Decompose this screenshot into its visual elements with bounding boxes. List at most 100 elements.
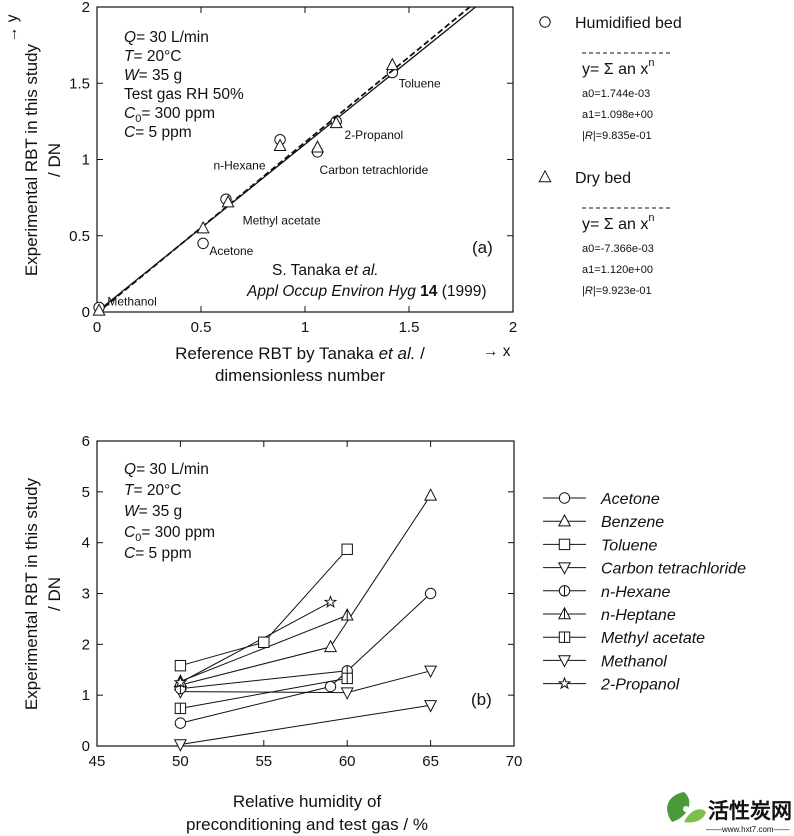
panel-a-y-tick-label: 0.5 xyxy=(69,228,90,245)
panel-a-condition-line: C0= 300 ppm xyxy=(124,105,215,125)
legend-entry: Humidified bed xyxy=(575,15,682,32)
marker-circle xyxy=(558,492,571,504)
panel-a-x-tick-label: 2 xyxy=(509,319,517,336)
panel-a-condition-line: C= 5 ppm xyxy=(124,124,192,141)
marker-triangle xyxy=(557,513,572,527)
panel-b-condition-line: C= 5 ppm xyxy=(124,545,192,562)
panel-b-x-tick-label: 55 xyxy=(255,753,272,770)
marker-triangle xyxy=(385,57,399,71)
reference-author: S. Tanaka et al. xyxy=(272,262,379,279)
panel-a-condition-line: Test gas RH 50% xyxy=(124,86,244,103)
marker-triangle-down xyxy=(340,687,354,700)
data-point-dry-bed xyxy=(92,303,106,316)
y-axis-title-line2: / DN xyxy=(45,577,64,611)
data-point-toluene xyxy=(258,636,270,648)
data-point-dry-bed xyxy=(196,220,210,234)
series-line-acetone xyxy=(180,593,431,724)
marker-star xyxy=(173,675,188,689)
series-line-2-propanol xyxy=(180,601,331,683)
data-point-2-propanol xyxy=(323,594,338,609)
panel-a-x-tick-label: 0 xyxy=(93,319,101,336)
series-line-methanol xyxy=(180,704,431,745)
panel-b-y-tick-label: 4 xyxy=(82,535,90,552)
data-point-toluene xyxy=(174,659,187,672)
panel-b-x-tick-label: 60 xyxy=(339,753,356,770)
panel-b-condition-line: Q= 30 L/min xyxy=(124,461,209,478)
panel-b-y-tick-label: 2 xyxy=(82,636,90,653)
series-line-carbon-tetrachloride xyxy=(180,670,431,694)
marker-circle xyxy=(197,237,209,250)
marker-circle xyxy=(324,680,337,693)
marker-triangle xyxy=(92,303,106,316)
fit-coefficient: a1=1.120e+00 xyxy=(582,264,653,276)
legend-entry: Dry bed xyxy=(575,170,631,187)
data-point-benzene xyxy=(424,488,438,501)
panel-b-x-tick-label: 50 xyxy=(172,753,189,770)
x-arrow-label: → x xyxy=(483,343,511,360)
compound-label: Carbon tetrachloride xyxy=(320,163,429,177)
legend-entry: Methyl acetate xyxy=(601,630,705,647)
marker-triangle xyxy=(329,115,343,129)
marker-triangle xyxy=(323,639,338,653)
data-point-dry-bed xyxy=(221,194,235,208)
fit-coefficient: a1=1.098e+00 xyxy=(582,109,653,121)
y-axis-title-line1: Experimental RBT in this study xyxy=(22,43,41,276)
marker-square xyxy=(258,636,270,648)
marker-triangle-down xyxy=(424,665,438,679)
marker-triangle xyxy=(273,138,287,151)
compound-label: n-Hexane xyxy=(213,159,265,173)
legend-entry: 2-Propanol xyxy=(600,677,680,694)
marker-circle xyxy=(424,587,437,600)
panel-b-y-tick-label: 5 xyxy=(82,484,90,501)
reference-journal: Appl Occup Environ Hyg 14 (1999) xyxy=(246,283,487,300)
legend-marker xyxy=(557,655,572,668)
panel-b-x-tick-label: 70 xyxy=(506,753,523,770)
marker-triangle-down xyxy=(557,655,572,668)
watermark: 活性炭网 ——www.hxt7.com—— xyxy=(667,792,792,834)
legend-marker xyxy=(557,562,572,575)
panel-label-b: (b) xyxy=(471,690,492,709)
x-axis-title-line2: preconditioning and test gas / % xyxy=(186,815,428,834)
marker-triangle-down xyxy=(557,562,572,575)
panel-b-y-tick-label: 0 xyxy=(82,738,90,755)
data-point-acetone xyxy=(174,717,187,729)
data-point-methanol xyxy=(424,700,438,713)
marker-triangle xyxy=(538,169,552,183)
legend-marker xyxy=(557,606,572,620)
compound-label: 2-Propanol xyxy=(345,128,404,142)
marker-triangle-down xyxy=(424,700,438,713)
series-line-methyl-acetate xyxy=(180,677,348,709)
data-point-toluene xyxy=(341,543,353,555)
marker-square xyxy=(341,543,353,555)
x-axis-title-line2: dimensionless number xyxy=(215,366,385,385)
compound-label: Toluene xyxy=(399,76,441,90)
leaf-shape xyxy=(684,809,706,823)
watermark-brand: 活性炭网 xyxy=(708,799,792,823)
legend-marker xyxy=(538,169,552,183)
legend-marker xyxy=(539,16,551,28)
y-axis-title-line2: / DN xyxy=(45,143,64,177)
compound-label: Methyl acetate xyxy=(243,214,321,228)
marker-square xyxy=(174,659,187,672)
leaf-logo xyxy=(667,792,706,823)
legend-marker xyxy=(558,585,571,597)
y-axis-title-line1: Experimental RBT in this study xyxy=(22,477,41,710)
panel-b-condition-line: T= 20°C xyxy=(124,482,181,499)
data-point-methanol xyxy=(173,739,187,752)
fit-line-dry-bed xyxy=(97,7,471,312)
panel-a-condition-line: T= 20°C xyxy=(124,48,181,65)
legend-marker xyxy=(558,538,571,551)
data-point-acetone xyxy=(324,680,337,693)
legend-entry: Benzene xyxy=(601,514,664,531)
panel-b-y-tick-label: 3 xyxy=(82,586,90,603)
panel-b-condition-line: W= 35 g xyxy=(124,503,182,520)
marker-circle xyxy=(174,717,187,729)
data-point-n-heptane xyxy=(340,608,354,621)
series-line-n-heptane xyxy=(180,614,348,682)
data-point-dry-bed xyxy=(385,57,399,71)
compound-label: Acetone xyxy=(209,244,253,258)
fit-equation: y= Σ an xn xyxy=(582,212,655,233)
marker-triangle-down xyxy=(173,739,187,752)
data-point-methyl-acetate xyxy=(174,702,187,715)
